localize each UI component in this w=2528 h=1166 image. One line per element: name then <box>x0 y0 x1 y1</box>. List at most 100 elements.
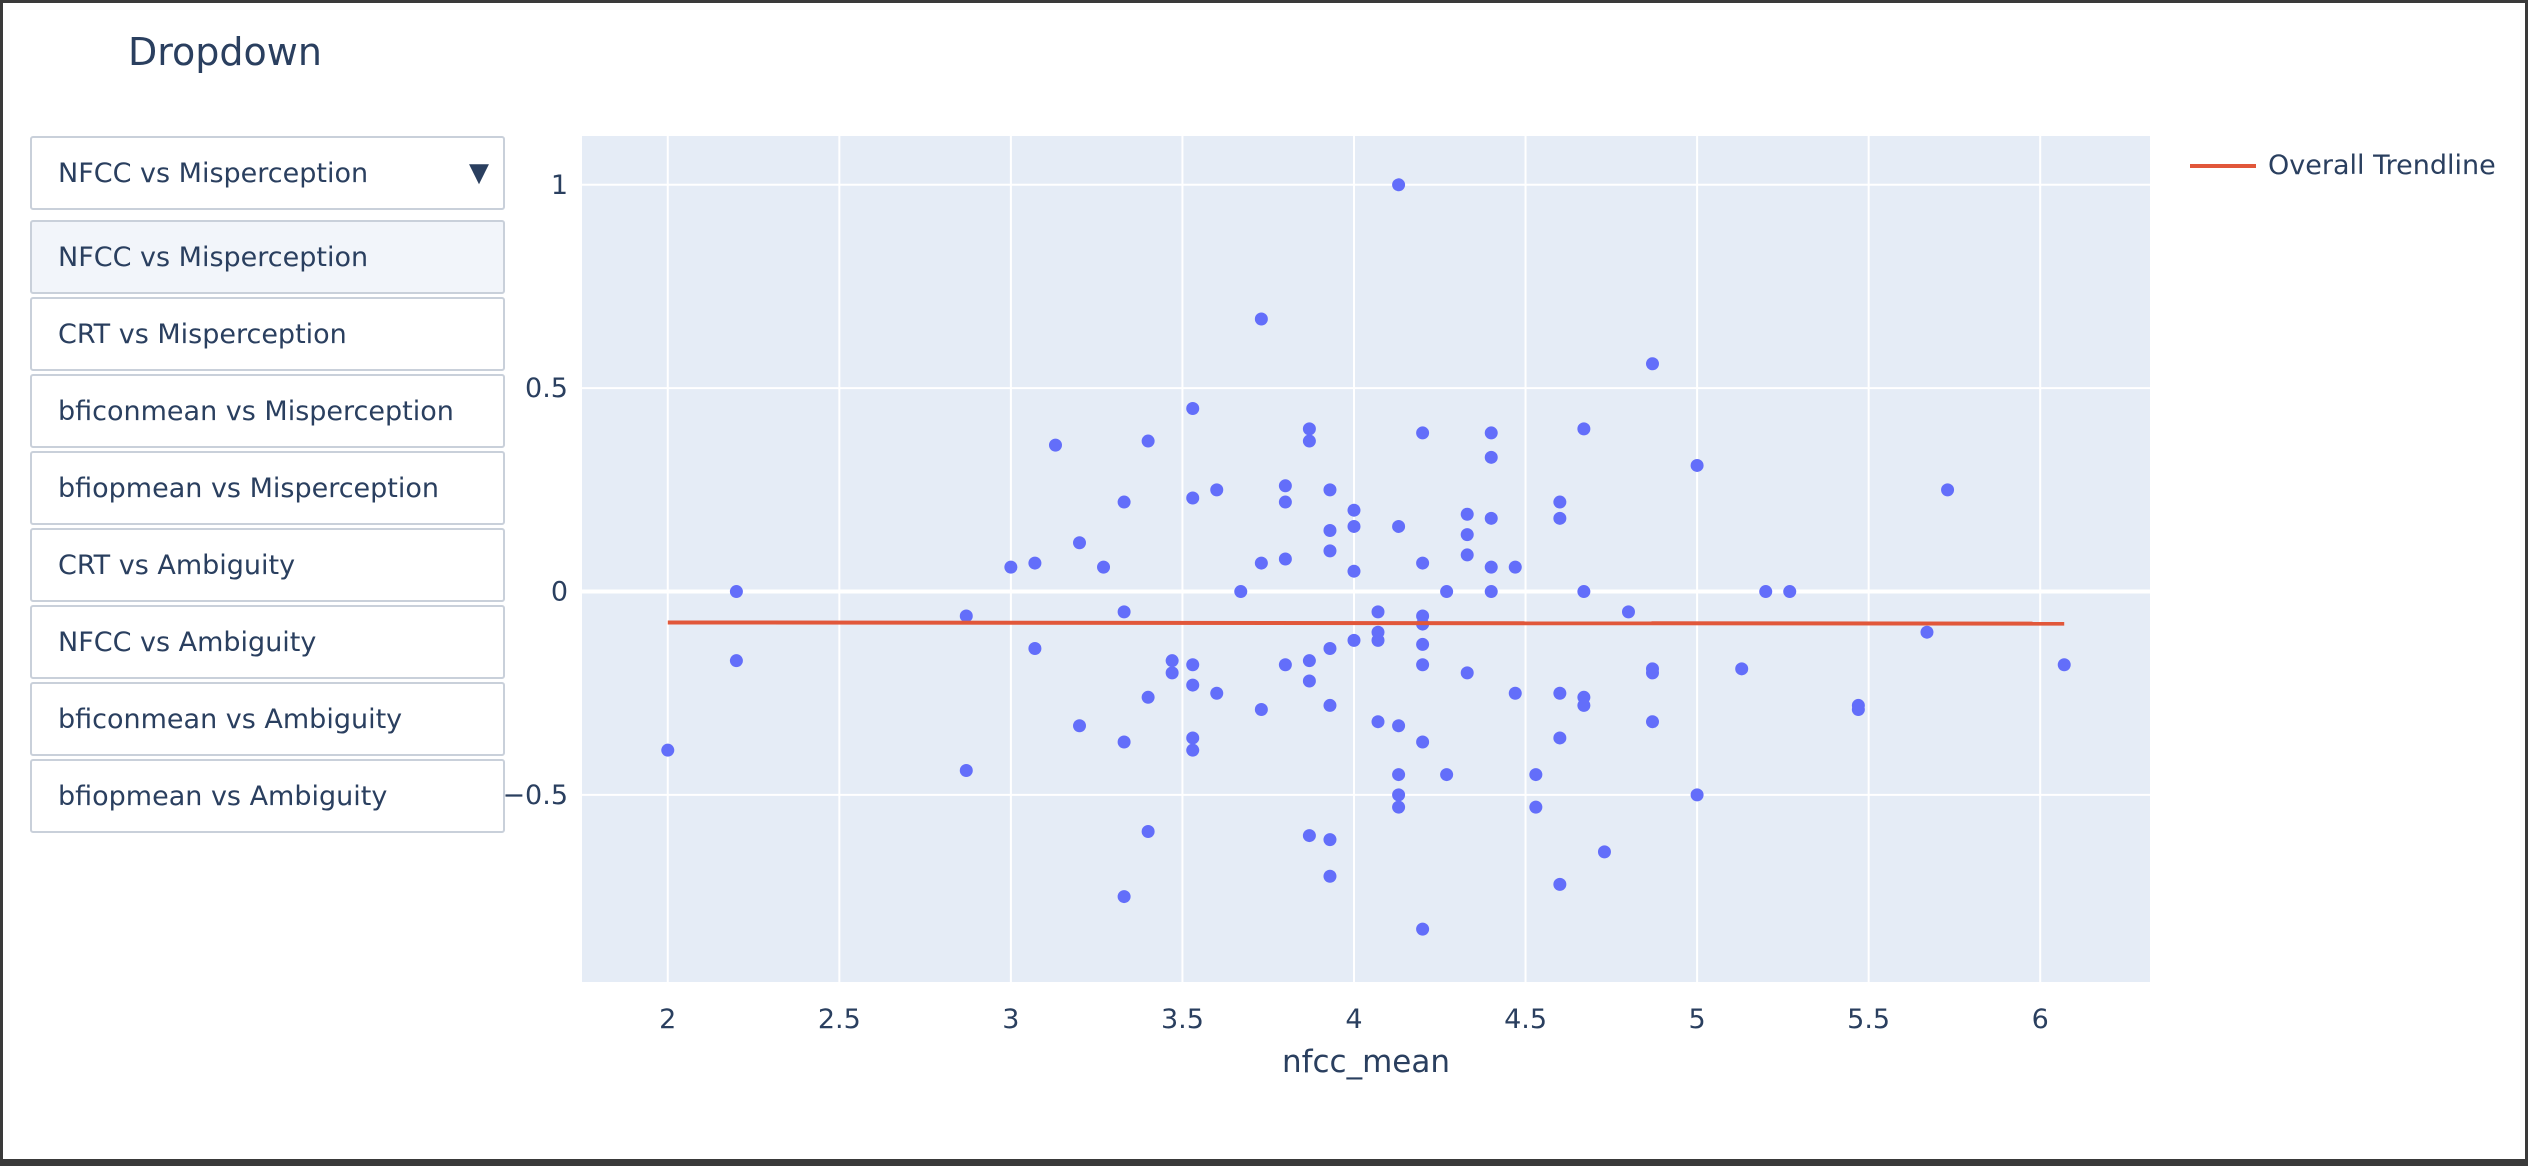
scatter-point[interactable] <box>1323 483 1337 497</box>
scatter-point[interactable] <box>1254 556 1268 570</box>
scatter-point[interactable] <box>1460 528 1474 542</box>
scatter-point[interactable] <box>1141 825 1155 839</box>
scatter-point[interactable] <box>959 764 973 777</box>
scatter-point[interactable] <box>1508 560 1522 574</box>
scatter-point[interactable] <box>1484 560 1498 574</box>
scatter-point[interactable] <box>1323 524 1337 538</box>
scatter-point[interactable] <box>1392 719 1406 733</box>
dropdown-header[interactable]: NFCC vs Misperception ▼ <box>30 136 505 210</box>
scatter-point[interactable] <box>1484 426 1498 440</box>
scatter-point[interactable] <box>1186 658 1200 672</box>
scatter-point[interactable] <box>661 743 675 757</box>
scatter-point[interactable] <box>1278 552 1292 566</box>
scatter-point[interactable] <box>1759 585 1773 599</box>
dropdown-option[interactable]: bfiopmean vs Misperception <box>30 451 505 525</box>
dropdown-option[interactable]: bficonmean vs Misperception <box>30 374 505 448</box>
scatter-point[interactable] <box>1048 438 1062 452</box>
scatter-point[interactable] <box>1416 637 1430 651</box>
scatter-point[interactable] <box>1508 686 1522 700</box>
scatter-point[interactable] <box>1416 922 1430 936</box>
scatter-point[interactable] <box>1690 788 1704 802</box>
scatter-point[interactable] <box>1597 845 1611 859</box>
scatter-point[interactable] <box>1440 768 1454 782</box>
scatter-point[interactable] <box>1690 458 1704 472</box>
scatter-point[interactable] <box>1553 731 1567 745</box>
dropdown-option[interactable]: NFCC vs Ambiguity <box>30 605 505 679</box>
scatter-point[interactable] <box>1028 641 1042 655</box>
scatter-point[interactable] <box>1186 402 1200 416</box>
scatter-point[interactable] <box>1371 605 1385 619</box>
scatter-point[interactable] <box>1484 585 1498 599</box>
scatter-point[interactable] <box>1210 483 1224 497</box>
scatter-point[interactable] <box>1347 503 1361 517</box>
scatter-point[interactable] <box>1645 357 1659 371</box>
scatter-point[interactable] <box>1416 556 1430 570</box>
scatter-point[interactable] <box>1302 422 1316 436</box>
scatter-point[interactable] <box>1141 434 1155 448</box>
scatter-point[interactable] <box>1278 479 1292 493</box>
scatter-point[interactable] <box>1302 434 1316 448</box>
scatter-point[interactable] <box>1302 654 1316 668</box>
scatter-point[interactable] <box>1484 450 1498 464</box>
scatter-point[interactable] <box>1920 625 1934 639</box>
scatter-point[interactable] <box>729 654 743 668</box>
scatter-point[interactable] <box>1165 654 1179 668</box>
scatter-point[interactable] <box>1783 585 1797 599</box>
scatter-point[interactable] <box>1553 877 1567 891</box>
scatter-point[interactable] <box>1323 869 1337 883</box>
scatter-point[interactable] <box>1302 674 1316 688</box>
scatter-point[interactable] <box>1278 658 1292 672</box>
scatter-point[interactable] <box>1577 698 1591 712</box>
scatter-point[interactable] <box>1323 641 1337 655</box>
dropdown-option[interactable]: bfiopmean vs Ambiguity <box>30 759 505 833</box>
scatter-point[interactable] <box>1645 666 1659 680</box>
scatter-point[interactable] <box>1186 743 1200 757</box>
scatter-point[interactable] <box>1392 178 1406 192</box>
scatter-point[interactable] <box>1416 426 1430 440</box>
scatter-point[interactable] <box>1073 536 1087 550</box>
scatter-point[interactable] <box>1621 605 1635 619</box>
scatter-point[interactable] <box>1186 731 1200 745</box>
scatter-point[interactable] <box>1392 788 1406 802</box>
scatter-point[interactable] <box>1254 702 1268 716</box>
legend[interactable]: Overall Trendline <box>2190 150 2496 181</box>
scatter-point[interactable] <box>1323 544 1337 558</box>
scatter-point[interactable] <box>1028 556 1042 570</box>
scatter-point[interactable] <box>1165 666 1179 680</box>
scatter-point[interactable] <box>1117 495 1131 509</box>
scatter-point[interactable] <box>1117 890 1131 904</box>
scatter-point[interactable] <box>1416 735 1430 749</box>
scatter-point[interactable] <box>1347 519 1361 533</box>
scatter-point[interactable] <box>1347 633 1361 647</box>
scatter-point[interactable] <box>1392 768 1406 782</box>
dropdown-option[interactable]: NFCC vs Misperception <box>30 220 505 294</box>
scatter-point[interactable] <box>959 609 973 623</box>
scatter-point[interactable] <box>1004 560 1018 574</box>
scatter-point[interactable] <box>1234 585 1248 599</box>
scatter-point[interactable] <box>1392 519 1406 533</box>
scatter-point[interactable] <box>1392 800 1406 814</box>
dropdown-option[interactable]: CRT vs Ambiguity <box>30 528 505 602</box>
scatter-point[interactable] <box>1553 495 1567 509</box>
scatter-point[interactable] <box>1941 483 1955 497</box>
chart-selector-dropdown[interactable]: NFCC vs Misperception ▼ NFCC vs Misperce… <box>30 136 505 833</box>
scatter-point[interactable] <box>1371 715 1385 729</box>
scatter-point[interactable] <box>1553 686 1567 700</box>
scatter-point[interactable] <box>1141 690 1155 704</box>
scatter-point[interactable] <box>1302 829 1316 843</box>
scatter-point[interactable] <box>1073 719 1087 733</box>
scatter-point[interactable] <box>1371 633 1385 647</box>
scatter-point[interactable] <box>1323 833 1337 847</box>
scatter-point[interactable] <box>1278 495 1292 509</box>
scatter-point[interactable] <box>1735 662 1749 676</box>
scatter-point[interactable] <box>1577 585 1591 599</box>
scatter-point[interactable] <box>1553 511 1567 525</box>
scatter-point[interactable] <box>1416 658 1430 672</box>
scatter-point[interactable] <box>1851 702 1865 716</box>
scatter-point[interactable] <box>1186 678 1200 692</box>
scatter-point[interactable] <box>1117 605 1131 619</box>
scatter-point[interactable] <box>1254 312 1268 326</box>
scatter-point[interactable] <box>1529 800 1543 814</box>
scatter-point[interactable] <box>1484 511 1498 525</box>
scatter-point[interactable] <box>1097 560 1111 574</box>
